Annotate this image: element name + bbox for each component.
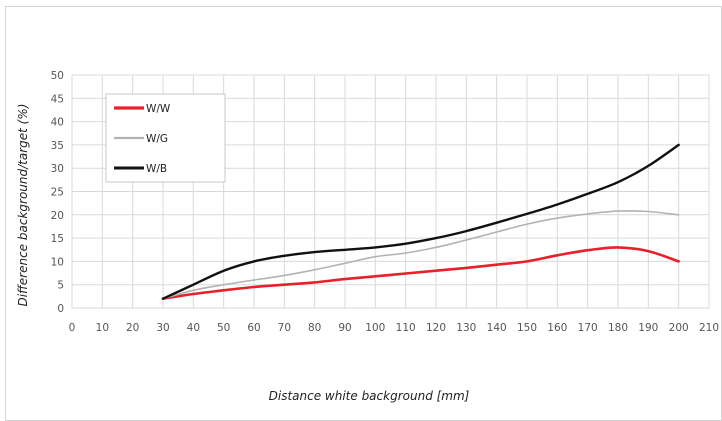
y-tick-label: 30 [51, 163, 64, 175]
x-tick-label: 170 [578, 322, 598, 334]
legend: W/W W/G W/B [114, 103, 171, 175]
y-axis-title: Difference background/target (%) [16, 104, 30, 307]
y-tick-label: 0 [57, 303, 64, 315]
x-tick-label: 50 [217, 322, 230, 334]
x-tick-label: 180 [608, 322, 628, 334]
x-tick-label: 210 [699, 322, 719, 334]
x-tick-label: 110 [396, 322, 416, 334]
y-tick-label: 45 [51, 93, 64, 105]
legend-label-w-w: W/W [146, 103, 171, 115]
y-tick-labels: 0 5 10 15 20 25 30 35 40 45 50 [51, 70, 64, 315]
series-line-w-w [161, 246, 680, 300]
y-tick-label: 15 [51, 233, 64, 245]
x-tick-label: 30 [156, 322, 169, 334]
y-tick-label: 20 [51, 210, 64, 222]
x-tick-label: 90 [338, 322, 351, 334]
x-tick-label: 0 [69, 322, 76, 334]
x-tick-label: 190 [638, 322, 658, 334]
x-tick-label: 60 [247, 322, 260, 334]
x-tick-label: 150 [517, 322, 537, 334]
series-lines [161, 143, 680, 300]
x-tick-label: 200 [669, 322, 689, 334]
x-tick-label: 120 [426, 322, 446, 334]
x-tick-label: 130 [456, 322, 476, 334]
series-line-w-g [162, 210, 680, 300]
y-tick-label: 35 [51, 140, 64, 152]
x-tick-label: 160 [547, 322, 567, 334]
legend-label-w-b: W/B [146, 163, 167, 175]
x-tick-label: 10 [96, 322, 109, 334]
y-tick-label: 5 [57, 280, 64, 292]
x-tick-label: 80 [308, 322, 321, 334]
legend-label-w-g: W/G [146, 133, 168, 145]
y-tick-label: 40 [51, 117, 64, 129]
x-tick-label: 70 [278, 322, 291, 334]
x-tick-labels: 0 10 20 30 40 50 60 70 80 90 100 110 120 130 140 150 160… [69, 322, 719, 334]
x-tick-label: 40 [187, 322, 200, 334]
y-tick-label: 10 [51, 256, 64, 268]
x-tick-label: 20 [126, 322, 139, 334]
y-tick-label: 50 [51, 70, 64, 82]
series-line-w-b [161, 143, 680, 300]
x-tick-label: 100 [365, 322, 385, 334]
x-tick-label: 140 [487, 322, 507, 334]
y-tick-label: 25 [51, 187, 64, 199]
x-axis-title: Distance white background [mm] [269, 389, 470, 403]
